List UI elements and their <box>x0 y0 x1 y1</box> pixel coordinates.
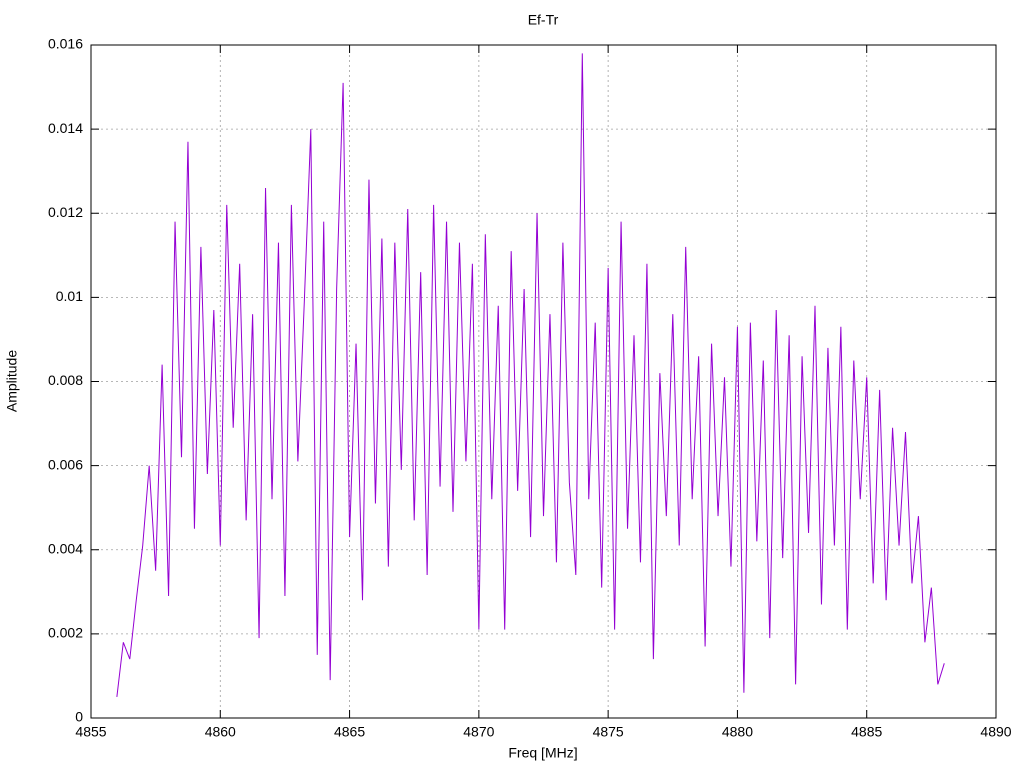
y-tick-label: 0.004 <box>48 540 83 556</box>
x-tick-label: 4860 <box>205 724 236 740</box>
x-tick-label: 4880 <box>722 724 753 740</box>
x-tick-label: 4890 <box>980 724 1011 740</box>
y-tick-label: 0.008 <box>48 372 83 388</box>
x-tick-label: 4865 <box>334 724 365 740</box>
data-line <box>116 53 945 698</box>
y-tick-label: 0.012 <box>48 204 83 220</box>
chart-title: Ef-Tr <box>528 12 559 28</box>
y-tick-label: 0.006 <box>48 456 83 472</box>
y-tick-label: 0.014 <box>48 120 83 136</box>
x-tick-label: 4870 <box>463 724 494 740</box>
y-tick-label: 0.002 <box>48 625 83 641</box>
x-axis-label: Freq [MHz] <box>508 745 577 761</box>
y-tick-label: 0.016 <box>48 36 83 52</box>
x-tick-label: 4885 <box>851 724 882 740</box>
x-tick-label: 4855 <box>75 724 106 740</box>
plot-frame <box>90 44 997 719</box>
x-tick-label: 4875 <box>593 724 624 740</box>
y-axis-label: Amplitude <box>4 350 20 412</box>
y-tick-label: 0.01 <box>56 288 83 304</box>
y-tick-label: 0 <box>75 709 83 725</box>
